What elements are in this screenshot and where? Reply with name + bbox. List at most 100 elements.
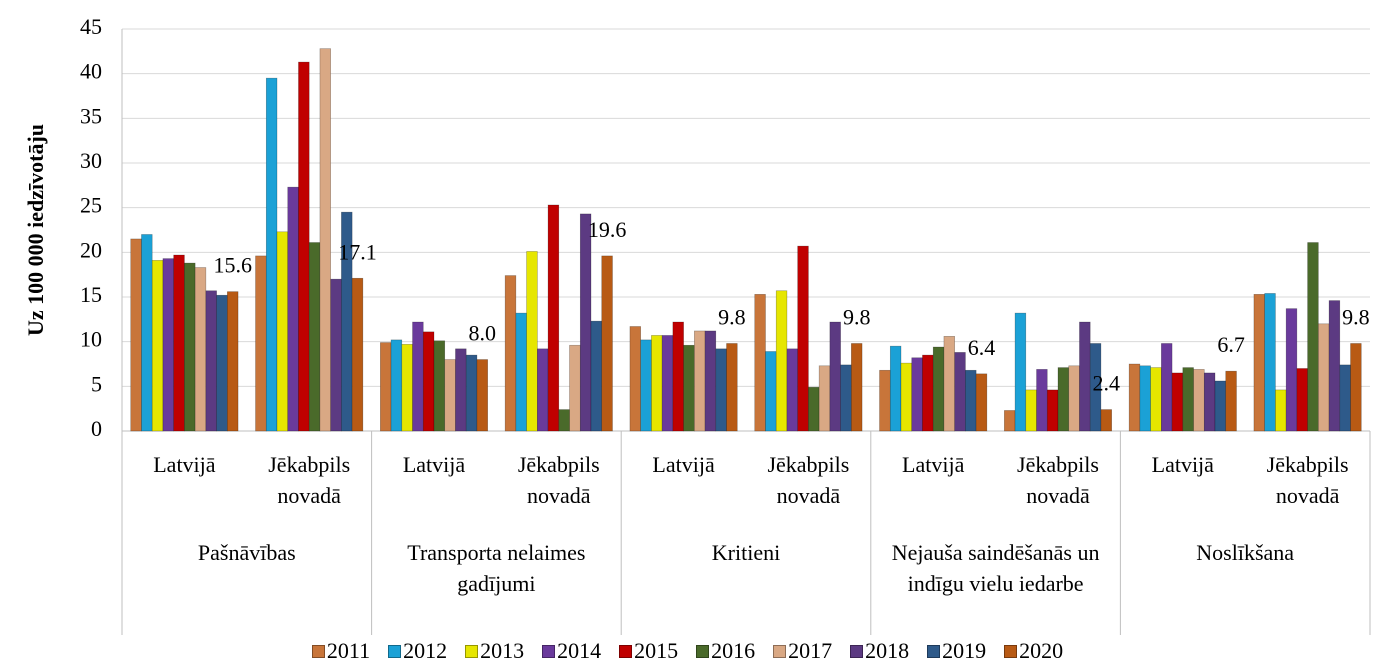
bar xyxy=(526,251,538,432)
bar xyxy=(547,204,560,432)
legend-swatch xyxy=(542,644,556,658)
bar xyxy=(1318,323,1330,432)
bar xyxy=(672,321,684,432)
bar xyxy=(943,336,955,432)
legend-label: 2019 xyxy=(942,638,987,663)
legend-label: 2012 xyxy=(403,638,448,663)
bar xyxy=(808,386,820,432)
bar xyxy=(1214,380,1227,432)
x-tick-label: Jēkabpils novadā xyxy=(517,452,600,508)
legend-swatch xyxy=(1004,644,1018,658)
bar xyxy=(715,348,727,432)
bar xyxy=(287,186,299,432)
legend-item: 2015 xyxy=(619,638,678,664)
legend-label: 2011 xyxy=(326,638,371,663)
bar xyxy=(922,354,934,432)
bar xyxy=(141,234,153,432)
bar xyxy=(1328,300,1341,432)
bar xyxy=(537,348,549,432)
legend-swatch xyxy=(773,644,787,658)
legend-swatch xyxy=(311,644,325,658)
legend-item: 2019 xyxy=(927,638,986,664)
bar xyxy=(1171,372,1184,432)
legend-item: 2012 xyxy=(388,638,447,664)
bar xyxy=(900,362,913,432)
bar xyxy=(775,290,788,432)
bar xyxy=(965,369,977,432)
data-label: 19.6 xyxy=(588,217,627,242)
data-label: 6.4 xyxy=(968,335,996,360)
bar xyxy=(911,357,923,432)
bar xyxy=(276,231,289,432)
legend-swatch xyxy=(465,644,479,658)
bar xyxy=(130,238,142,432)
bar xyxy=(465,354,478,432)
bar xyxy=(1285,308,1298,432)
bar xyxy=(1100,409,1112,432)
x-tick-label: Jēkabpils novadā xyxy=(268,452,351,508)
data-label: 17.1 xyxy=(338,239,377,264)
legend-item: 2016 xyxy=(696,638,755,664)
bar xyxy=(601,255,613,432)
bar xyxy=(255,255,267,432)
bar xyxy=(433,340,446,432)
legend-label: 2016 xyxy=(711,638,756,663)
bar xyxy=(380,342,392,432)
bar xyxy=(184,262,196,432)
group-label: Noslīkšana xyxy=(1196,540,1295,565)
y-tick-label: 10 xyxy=(80,327,102,352)
bar xyxy=(726,343,738,432)
bar xyxy=(1350,343,1362,432)
bar xyxy=(1339,364,1351,432)
bar xyxy=(401,344,413,432)
y-tick-label: 15 xyxy=(80,282,102,307)
y-tick-label: 40 xyxy=(80,59,102,84)
x-tick-label: Jēkabpils novadā xyxy=(767,452,850,508)
x-tick-label: Latvijā xyxy=(902,452,965,477)
bar xyxy=(786,348,798,432)
bar xyxy=(265,77,278,432)
legend-swatch xyxy=(927,644,941,658)
bar xyxy=(651,335,663,432)
bar xyxy=(173,254,185,432)
legend-item: 2018 xyxy=(850,638,909,664)
bar xyxy=(412,321,424,432)
legend-label: 2014 xyxy=(557,638,602,663)
bar xyxy=(351,277,364,432)
y-tick-label: 45 xyxy=(80,14,102,39)
legend-swatch xyxy=(850,644,864,658)
bar xyxy=(1182,367,1194,432)
legend-item: 2013 xyxy=(465,638,524,664)
bar xyxy=(205,290,217,432)
x-tick-label: Latvijā xyxy=(153,452,216,477)
bar xyxy=(476,359,488,432)
x-tick-label: Latvijā xyxy=(402,452,466,477)
bar xyxy=(444,359,456,432)
bar xyxy=(1046,389,1059,432)
bar xyxy=(1193,369,1205,432)
bar xyxy=(754,294,766,432)
x-tick-label: Jēkabpils novadā xyxy=(1266,452,1349,508)
bar xyxy=(194,267,207,432)
legend-swatch xyxy=(696,644,710,658)
legend-item: 2014 xyxy=(542,638,601,664)
bar xyxy=(694,330,706,432)
bar xyxy=(308,242,321,432)
x-tick-label: Latvijā xyxy=(1151,452,1214,477)
bar xyxy=(1079,321,1091,432)
bar xyxy=(216,294,228,432)
bar xyxy=(504,275,517,432)
bar xyxy=(932,346,945,432)
bar xyxy=(829,321,841,432)
legend-label: 2018 xyxy=(865,638,910,663)
data-label: 9.8 xyxy=(843,305,871,330)
legend-item: 2020 xyxy=(1004,638,1063,664)
legend-item: 2011 xyxy=(311,638,371,664)
y-tick-label: 30 xyxy=(80,148,102,173)
bar xyxy=(704,330,717,432)
legend-label: 2013 xyxy=(480,638,525,663)
bar xyxy=(851,343,863,432)
bar xyxy=(1025,389,1037,432)
bar xyxy=(558,409,570,432)
bar xyxy=(390,339,403,432)
